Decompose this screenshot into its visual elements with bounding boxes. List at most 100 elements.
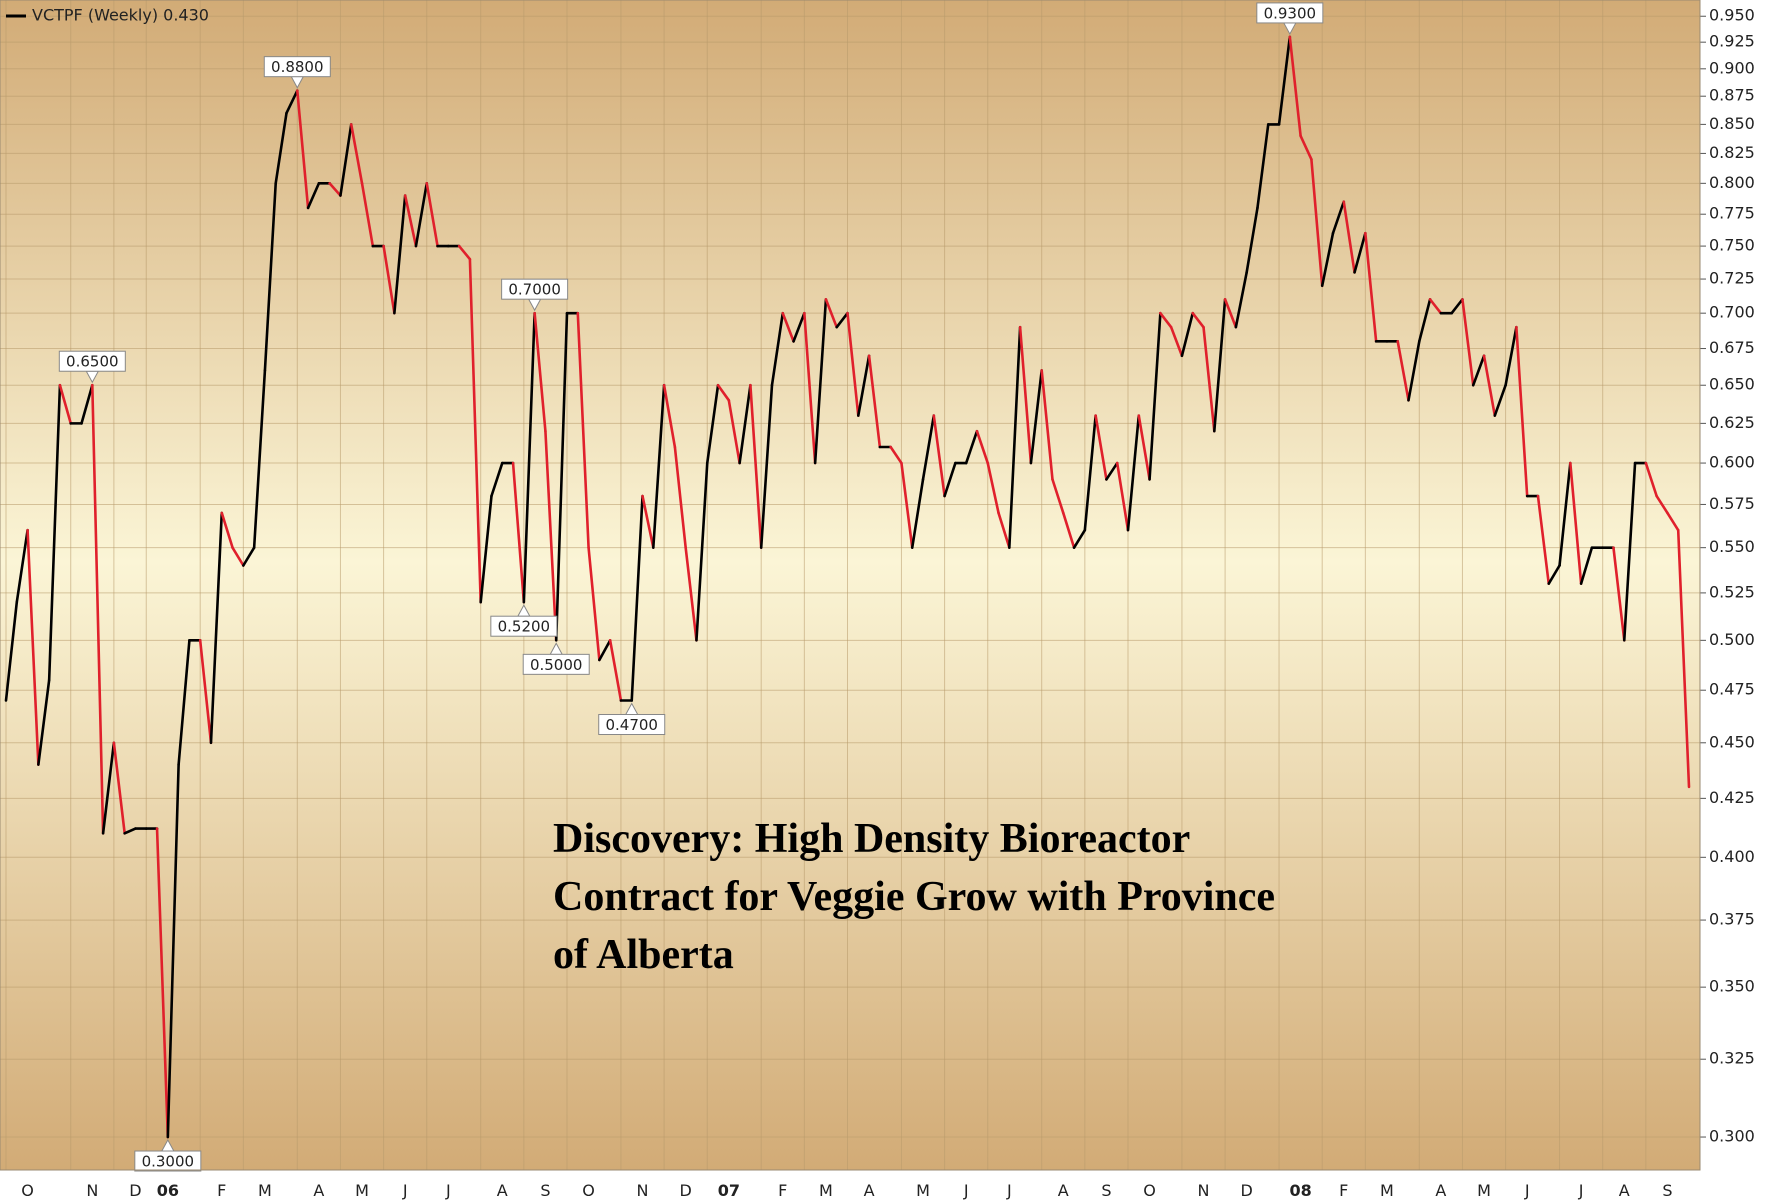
line-segment — [1342, 200, 1356, 274]
y-tick-label: 0.875 — [1709, 86, 1755, 105]
x-tick-label: 06 — [157, 1181, 179, 1200]
line-segment — [1202, 325, 1216, 433]
annotation: Contract for Veggie Grow with Province — [553, 874, 1275, 920]
x-tick-label: D — [1241, 1181, 1253, 1200]
line-segment — [1482, 354, 1497, 417]
y-tick-label: 0.625 — [1709, 413, 1755, 432]
x-tick-label: O — [582, 1181, 595, 1200]
line-segment — [1159, 311, 1173, 329]
value-label: 0.7000 — [508, 281, 561, 299]
line-segment — [26, 528, 40, 766]
y-tick-label: 0.350 — [1709, 977, 1755, 996]
line-segment — [198, 639, 213, 745]
y-tick-label: 0.650 — [1709, 375, 1755, 394]
x-tick-label: S — [1101, 1181, 1111, 1200]
x-tick-label: N — [1198, 1181, 1210, 1200]
x-tick-label: M — [819, 1181, 833, 1200]
x-tick-label: D — [680, 1181, 692, 1200]
x-tick-label: D — [129, 1181, 141, 1200]
line-segment — [1504, 325, 1518, 387]
line-segment — [695, 461, 709, 642]
line-segment — [608, 639, 623, 702]
value-label: 0.6500 — [66, 353, 119, 371]
line-segment — [1461, 298, 1475, 387]
line-segment — [1105, 461, 1119, 481]
line-segment — [835, 311, 849, 329]
y-tick-label: 0.575 — [1709, 494, 1755, 513]
line-segment — [932, 414, 946, 498]
line-segment — [716, 383, 731, 402]
marks — [4, 35, 1691, 1139]
line-segment — [1018, 325, 1033, 465]
line-segment — [867, 354, 882, 449]
value-label-box — [490, 615, 558, 637]
value-label-box — [522, 653, 590, 675]
y-tick-label: 0.375 — [1709, 910, 1755, 929]
line-segment — [598, 639, 612, 662]
line-segment — [1622, 461, 1637, 642]
line-segment — [1115, 461, 1130, 532]
line-segment — [1256, 123, 1270, 210]
line-segment — [522, 311, 536, 604]
line-segment — [824, 298, 839, 329]
annotation: of Alberta — [553, 932, 734, 978]
line-segment — [1072, 528, 1087, 549]
x-tick-label: F — [778, 1181, 787, 1200]
line-segment — [1277, 35, 1292, 126]
y-tick-label: 0.700 — [1709, 303, 1755, 322]
y-tick-label: 0.600 — [1709, 453, 1755, 472]
y-tick-label: 0.475 — [1709, 680, 1755, 699]
line-segment — [1471, 354, 1486, 387]
value-label-box — [134, 1150, 202, 1172]
x-tick-label: J — [963, 1181, 969, 1200]
y-tick-label: 0.725 — [1709, 269, 1755, 288]
y-tick-label: 0.850 — [1709, 114, 1755, 133]
line-segment — [328, 182, 342, 197]
line-segment — [813, 298, 828, 465]
line-segment — [468, 257, 482, 604]
line-segment — [1180, 311, 1195, 358]
line-segment — [91, 383, 105, 835]
line-segment — [1666, 511, 1680, 532]
grid — [0, 0, 1700, 1170]
line-segment — [123, 827, 137, 835]
x-tick-label: A — [1058, 1181, 1069, 1200]
line-segment — [425, 182, 439, 248]
line-segment — [1094, 414, 1108, 481]
line-segment — [274, 111, 288, 185]
line-segment — [101, 741, 116, 835]
x-tick-label: A — [1435, 1181, 1446, 1200]
line-segment — [295, 89, 310, 210]
line-segment — [1213, 298, 1227, 433]
value-label-box — [598, 714, 666, 736]
line-segment — [554, 311, 569, 642]
line-segment — [781, 311, 795, 343]
line-segment — [1008, 325, 1022, 549]
line-segment — [112, 741, 126, 835]
line-segment — [630, 494, 644, 702]
y-tick-label: 0.550 — [1709, 537, 1755, 556]
x-tick-label: M — [916, 1181, 930, 1200]
annotation: Discovery: High Density Bioreactor — [553, 816, 1190, 862]
line-segment — [252, 369, 267, 549]
line-segment — [1579, 546, 1594, 585]
line-segment — [1245, 206, 1259, 274]
value-label-box — [501, 278, 569, 300]
line-segment — [1331, 200, 1346, 235]
line-segment — [1126, 414, 1141, 532]
line-segment — [1536, 494, 1551, 585]
line-segment — [1407, 340, 1421, 402]
y-tick-label: 0.675 — [1709, 338, 1755, 357]
line-segment — [47, 383, 62, 682]
line-segment — [587, 546, 601, 662]
line-segment — [306, 182, 321, 210]
x-tick-label: A — [497, 1181, 508, 1200]
line-segment — [1310, 158, 1324, 288]
line-segment — [964, 429, 979, 465]
line-segment — [1223, 298, 1238, 329]
line-segment — [1353, 231, 1367, 274]
y-tick-label: 0.450 — [1709, 732, 1755, 751]
line-segment — [1676, 528, 1691, 789]
